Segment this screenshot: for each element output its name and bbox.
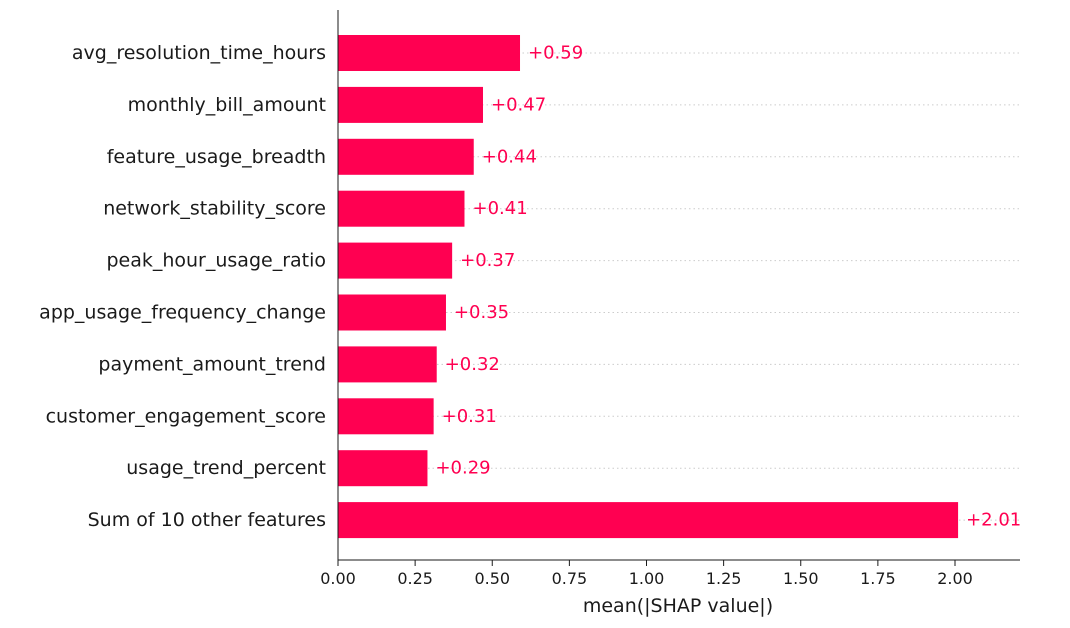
bars — [338, 35, 959, 539]
value-label: +0.37 — [460, 250, 515, 271]
category-label: avg_resolution_time_hours — [72, 42, 326, 64]
category-label: monthly_bill_amount — [128, 94, 326, 116]
category-label: usage_trend_percent — [126, 457, 326, 479]
bar — [338, 346, 437, 383]
value-label: +0.47 — [491, 94, 546, 115]
value-label: +0.35 — [454, 302, 509, 323]
category-labels: avg_resolution_time_hours monthly_bill_am… — [39, 42, 326, 531]
x-tick-label: 2.00 — [937, 569, 973, 588]
x-tick-label: 1.00 — [629, 569, 665, 588]
bar — [338, 86, 483, 123]
value-label: +2.01 — [966, 510, 1021, 531]
value-label: +0.41 — [472, 198, 527, 219]
x-tick-label: 0.75 — [552, 569, 588, 588]
bar — [338, 35, 521, 71]
value-label: +0.29 — [435, 458, 490, 479]
grid-lines — [338, 52, 1020, 521]
x-tick-label: 1.75 — [860, 569, 896, 588]
category-label: network_stability_score — [103, 198, 326, 220]
value-labels: +0.59 +0.47 +0.44 +0.41 +0.37 +0.35 +0.32 +0.31… — [435, 43, 1021, 531]
category-label: app_usage_frequency_change — [39, 302, 326, 324]
x-tick-label: 1.50 — [783, 569, 819, 588]
category-label: payment_amount_trend — [98, 353, 326, 375]
bar — [338, 502, 959, 539]
value-label: +0.32 — [445, 354, 500, 375]
x-tick-label: 0.50 — [474, 569, 510, 588]
value-label: +0.31 — [442, 406, 497, 427]
bar — [338, 398, 434, 435]
axes: 0.00 0.25 0.50 0.75 1.00 1.25 1.50 1.75 2.00 — [320, 10, 1020, 588]
category-label: feature_usage_breadth — [107, 146, 326, 168]
category-label: peak_hour_usage_ratio — [106, 250, 326, 272]
bar — [338, 450, 428, 487]
category-label: customer_engagement_score — [46, 405, 326, 427]
bar — [338, 190, 465, 227]
x-axis-title: mean(|SHAP value|) — [583, 595, 773, 617]
bar — [338, 294, 446, 331]
x-tick-label: 0.25 — [397, 569, 433, 588]
value-label: +0.44 — [482, 146, 537, 167]
bar — [338, 242, 453, 279]
value-label: +0.59 — [528, 43, 583, 64]
category-label: Sum of 10 other features — [88, 509, 326, 531]
x-tick-label: 0.00 — [320, 569, 356, 588]
x-tick-label: 1.25 — [706, 569, 742, 588]
bar — [338, 138, 474, 175]
